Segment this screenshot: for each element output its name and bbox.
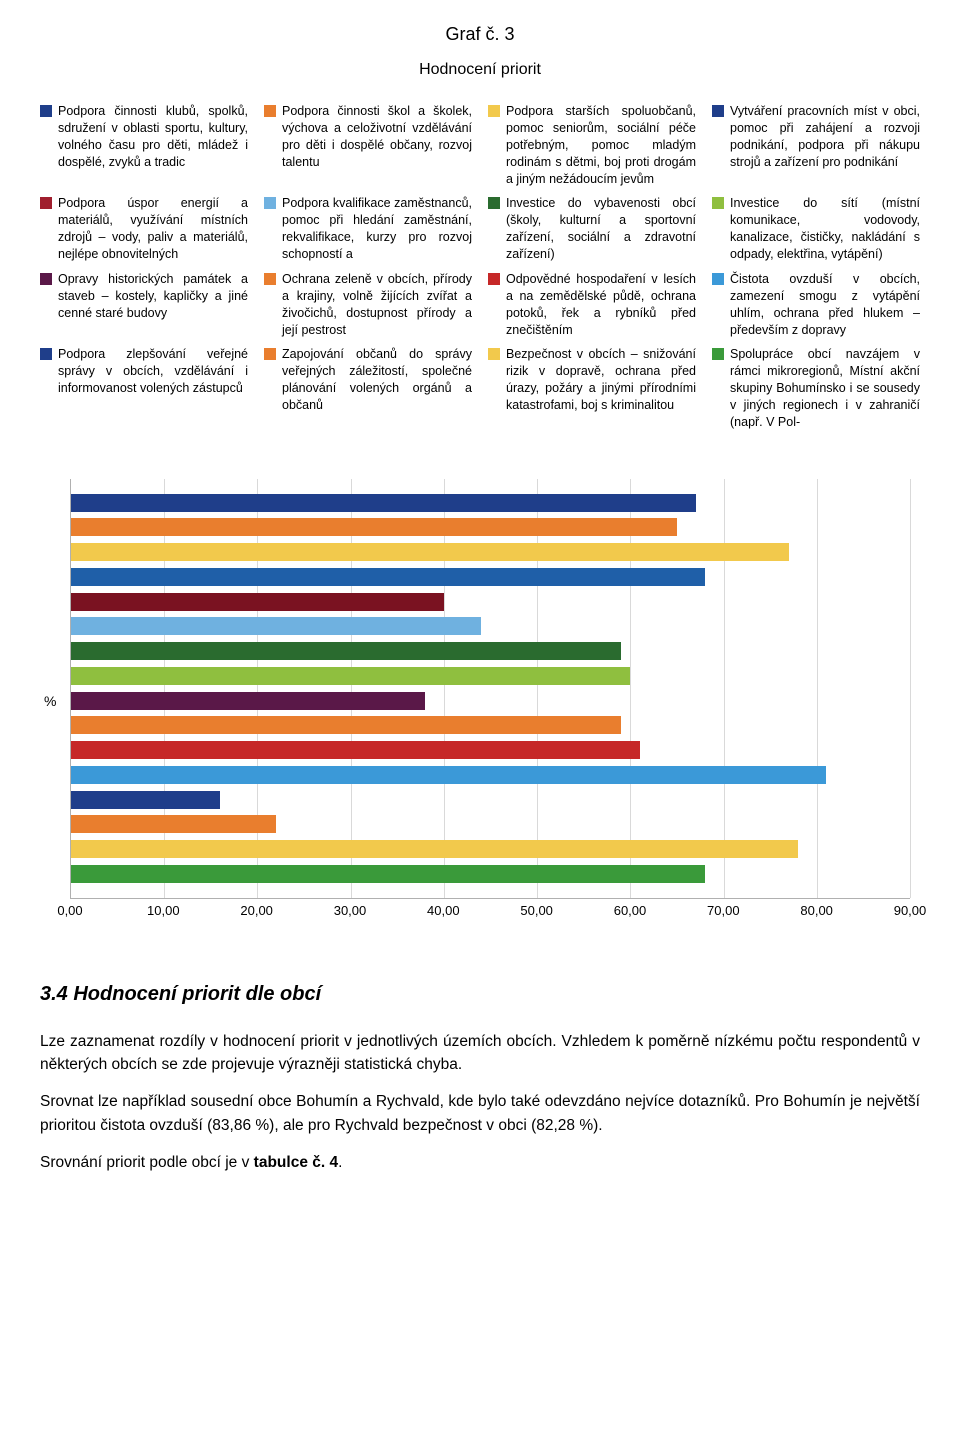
- chart-bar: [71, 617, 481, 635]
- chart-bar: [71, 815, 276, 833]
- x-tick-label: 90,00: [894, 903, 927, 918]
- legend-swatch: [712, 273, 724, 285]
- legend-swatch: [40, 197, 52, 209]
- x-tick-label: 20,00: [240, 903, 273, 918]
- legend-label: Spolupráce obcí navzájem v rámci mikrore…: [730, 346, 920, 430]
- legend-swatch: [40, 348, 52, 360]
- x-tick-label: 10,00: [147, 903, 180, 918]
- legend-label: Podpora činnosti klubů, spolků, sdružení…: [58, 103, 248, 171]
- legend-label: Bezpečnost v obcích – snižování rizik v …: [506, 346, 696, 414]
- legend-swatch: [264, 105, 276, 117]
- legend-swatch: [712, 197, 724, 209]
- legend-label: Podpora zlepšování veřejné správy v obcí…: [58, 346, 248, 397]
- legend-item: Spolupráce obcí navzájem v rámci mikrore…: [712, 346, 920, 430]
- paragraph-text: .: [338, 1154, 342, 1171]
- legend-item: Podpora činnosti škol a školek, výchova …: [264, 103, 472, 187]
- legend-item: Ochrana zeleně v obcích, přírody a kraji…: [264, 271, 472, 339]
- x-tick-label: 40,00: [427, 903, 460, 918]
- chart-bar: [71, 568, 705, 586]
- legend-item: Podpora kvalifikace zaměstnanců, pomoc p…: [264, 195, 472, 263]
- legend-item: Podpora úspor energií a materiálů, využí…: [40, 195, 248, 263]
- legend-item: Investice do sítí (místní komunikace, vo…: [712, 195, 920, 263]
- legend-item: Podpora zlepšování veřejné správy v obcí…: [40, 346, 248, 430]
- paragraph: Srovnat lze například sousední obce Bohu…: [40, 1090, 920, 1137]
- paragraph: Lze zaznamenat rozdíly v hodnocení prior…: [40, 1030, 920, 1077]
- legend-item: Vytváření pracovních míst v obci, pomoc …: [712, 103, 920, 187]
- x-tick-label: 0,00: [57, 903, 82, 918]
- legend-label: Čistota ovzduší v obcích, zamezení smogu…: [730, 271, 920, 339]
- paragraph: Srovnání priorit podle obcí je v tabulce…: [40, 1151, 920, 1174]
- legend-label: Podpora kvalifikace zaměstnanců, pomoc p…: [282, 195, 472, 263]
- legend-swatch: [488, 348, 500, 360]
- legend-label: Opravy historických památek a staveb – k…: [58, 271, 248, 322]
- chart-bar: [71, 840, 798, 858]
- chart-bar: [71, 865, 705, 883]
- legend-item: Podpora činnosti klubů, spolků, sdružení…: [40, 103, 248, 187]
- x-tick-label: 80,00: [800, 903, 833, 918]
- chart-bar: [71, 667, 630, 685]
- paragraph-text: Srovnání priorit podle obcí je v: [40, 1154, 254, 1171]
- x-tick-label: 70,00: [707, 903, 740, 918]
- legend-label: Podpora starších spoluobčanů, pomoc seni…: [506, 103, 696, 187]
- legend-label: Investice do vybavenosti obcí (školy, ku…: [506, 195, 696, 263]
- chart-number: Graf č. 3: [40, 24, 920, 45]
- legend-label: Ochrana zeleně v obcích, přírody a kraji…: [282, 271, 472, 339]
- legend-swatch: [264, 197, 276, 209]
- legend-item: Opravy historických památek a staveb – k…: [40, 271, 248, 339]
- legend-swatch: [40, 105, 52, 117]
- chart-bar: [71, 791, 220, 809]
- legend-label: Zapojování občanů do správy veřejných zá…: [282, 346, 472, 414]
- legend-label: Podpora úspor energií a materiálů, využí…: [58, 195, 248, 263]
- legend-swatch: [488, 105, 500, 117]
- legend-swatch: [488, 273, 500, 285]
- legend-label: Vytváření pracovních míst v obci, pomoc …: [730, 103, 920, 171]
- chart-bar: [71, 692, 425, 710]
- legend-swatch: [40, 273, 52, 285]
- chart-bar: [71, 741, 640, 759]
- legend-swatch: [488, 197, 500, 209]
- legend-item: Podpora starších spoluobčanů, pomoc seni…: [488, 103, 696, 187]
- section-heading: 3.4 Hodnocení priorit dle obcí: [40, 983, 920, 1006]
- legend-swatch: [712, 348, 724, 360]
- legend: Podpora činnosti klubů, spolků, sdružení…: [40, 103, 920, 431]
- x-tick-label: 60,00: [614, 903, 647, 918]
- chart-bar: [71, 543, 789, 561]
- table-reference: tabulce č. 4: [254, 1154, 338, 1171]
- legend-swatch: [712, 105, 724, 117]
- chart-bar: [71, 766, 826, 784]
- chart-bar: [71, 494, 696, 512]
- legend-swatch: [264, 273, 276, 285]
- legend-item: Investice do vybavenosti obcí (školy, ku…: [488, 195, 696, 263]
- legend-item: Odpovědné hospodaření v lesích a na země…: [488, 271, 696, 339]
- x-axis-ticks: 0,0010,0020,0030,0040,0050,0060,0070,008…: [70, 899, 910, 923]
- legend-item: Zapojování občanů do správy veřejných zá…: [264, 346, 472, 430]
- chart-bar: [71, 642, 621, 660]
- legend-label: Investice do sítí (místní komunikace, vo…: [730, 195, 920, 263]
- bar-chart: % 0,00 10,00 20,00 30,00 40,00 50,00 60,00 70,0…: [40, 479, 920, 923]
- legend-item: Bezpečnost v obcích – snižování rizik v …: [488, 346, 696, 430]
- chart-title: Hodnocení priorit: [40, 61, 920, 79]
- chart-bar: [71, 716, 621, 734]
- chart-bar: [71, 593, 444, 611]
- legend-item: Čistota ovzduší v obcích, zamezení smogu…: [712, 271, 920, 339]
- y-axis-label: %: [44, 693, 56, 709]
- x-tick-label: 50,00: [520, 903, 553, 918]
- legend-swatch: [264, 348, 276, 360]
- x-tick-label: 30,00: [334, 903, 367, 918]
- legend-label: Odpovědné hospodaření v lesích a na země…: [506, 271, 696, 339]
- legend-label: Podpora činnosti škol a školek, výchova …: [282, 103, 472, 171]
- chart-bar: [71, 518, 677, 536]
